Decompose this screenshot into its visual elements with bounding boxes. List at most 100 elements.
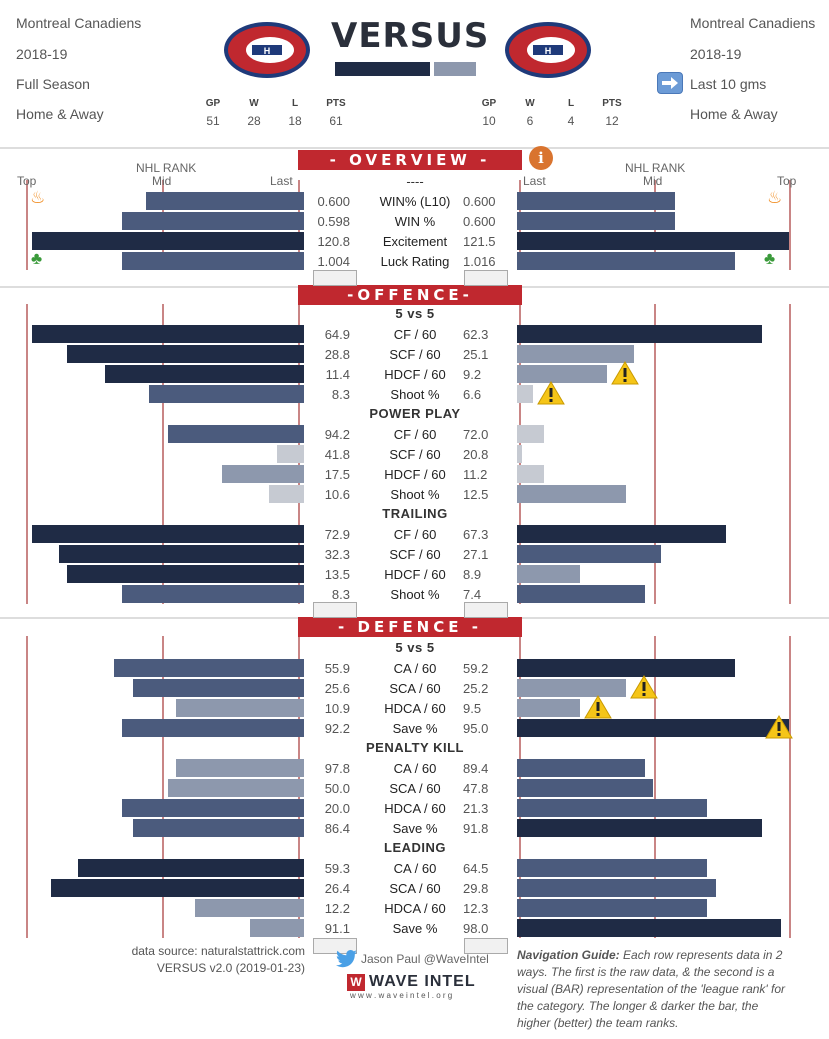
bar-left[interactable] bbox=[67, 565, 304, 583]
bar-right[interactable] bbox=[517, 465, 544, 483]
value-left: 13.5 bbox=[324, 567, 350, 582]
period-toggle-button[interactable] bbox=[657, 72, 683, 94]
collapse-tab-left[interactable] bbox=[313, 938, 357, 954]
value-right: 0.600 bbox=[463, 194, 496, 209]
value-left: 26.4 bbox=[324, 881, 350, 896]
bar-left[interactable] bbox=[176, 759, 304, 777]
bar-right[interactable] bbox=[517, 879, 716, 897]
bar-left[interactable] bbox=[59, 545, 304, 563]
bar-right[interactable] bbox=[517, 252, 735, 270]
version: VERSUS v2.0 (2019-01-23) bbox=[156, 961, 305, 975]
value-right: 9.2 bbox=[463, 367, 482, 382]
bar-left[interactable] bbox=[67, 345, 304, 363]
collapse-tab-right[interactable] bbox=[464, 938, 508, 954]
bar-left[interactable] bbox=[195, 899, 304, 917]
bar-left[interactable] bbox=[176, 699, 304, 717]
rank-line bbox=[654, 636, 656, 938]
bar-right[interactable] bbox=[517, 719, 789, 737]
bar-left[interactable] bbox=[269, 485, 304, 503]
subheader-off-5v5: 5 vs 5 bbox=[395, 306, 435, 321]
metric-label: HDCA / 60 bbox=[384, 801, 446, 816]
metric-label: CA / 60 bbox=[393, 761, 437, 776]
bar-right[interactable] bbox=[517, 819, 762, 837]
bar-right[interactable] bbox=[517, 759, 645, 777]
bar-right[interactable] bbox=[517, 565, 580, 583]
metric-label: Excitement bbox=[382, 234, 448, 249]
bar-left[interactable] bbox=[32, 325, 304, 343]
bar-right[interactable] bbox=[517, 799, 707, 817]
bar-left[interactable] bbox=[105, 365, 304, 383]
rank-last-left: Last bbox=[270, 174, 293, 188]
bar-right[interactable] bbox=[517, 345, 634, 363]
value-left: 50.0 bbox=[324, 781, 350, 796]
bar-left[interactable] bbox=[122, 719, 304, 737]
bar-right[interactable] bbox=[517, 545, 661, 563]
bar-right[interactable] bbox=[517, 485, 626, 503]
bar-left[interactable] bbox=[51, 879, 304, 897]
value-left: 92.2 bbox=[324, 721, 350, 736]
bar-right[interactable] bbox=[517, 899, 707, 917]
bar-right[interactable] bbox=[517, 859, 707, 877]
bar-left[interactable] bbox=[114, 659, 304, 677]
bar-left[interactable] bbox=[222, 465, 304, 483]
stat-header-l: L bbox=[291, 98, 299, 109]
bar-left[interactable] bbox=[32, 232, 304, 250]
twitter-icon bbox=[336, 950, 357, 968]
bar-right[interactable] bbox=[517, 445, 522, 463]
rank-line bbox=[162, 304, 164, 604]
collapse-tab-right[interactable] bbox=[464, 270, 508, 286]
bar-left[interactable] bbox=[78, 859, 304, 877]
bar-right[interactable] bbox=[517, 425, 544, 443]
bar-right[interactable] bbox=[517, 679, 626, 697]
stat-header-gp: GP bbox=[205, 98, 221, 109]
rank-line bbox=[789, 636, 791, 938]
bar-left[interactable] bbox=[168, 779, 304, 797]
bar-left[interactable] bbox=[122, 799, 304, 817]
rank-mid-right: Mid bbox=[643, 174, 663, 188]
value-left: 8.3 bbox=[331, 387, 350, 402]
nhl-rank-label-left: NHL RANK bbox=[136, 161, 197, 175]
bar-right[interactable] bbox=[517, 212, 675, 230]
value-right: 6.6 bbox=[463, 387, 482, 402]
bar-right[interactable] bbox=[517, 659, 735, 677]
right-venue: Home & Away bbox=[690, 106, 778, 122]
value-right: 21.3 bbox=[463, 801, 489, 816]
bar-right[interactable] bbox=[517, 525, 726, 543]
value-right: 7.4 bbox=[463, 587, 482, 602]
bar-right[interactable] bbox=[517, 919, 781, 937]
bar-right[interactable] bbox=[517, 385, 533, 403]
bar-left[interactable] bbox=[133, 819, 304, 837]
svg-text:H: H bbox=[264, 46, 271, 56]
bar-right[interactable] bbox=[517, 192, 675, 210]
left-season: 2018-19 bbox=[16, 46, 68, 62]
bar-right[interactable] bbox=[517, 699, 580, 717]
bar-right[interactable] bbox=[517, 365, 607, 383]
bar-left[interactable] bbox=[122, 252, 304, 270]
bar-left[interactable] bbox=[250, 919, 304, 937]
bar-right[interactable] bbox=[517, 232, 789, 250]
bar-right[interactable] bbox=[517, 585, 645, 603]
bar-left[interactable] bbox=[149, 385, 304, 403]
overview-banner: - OVERVIEW - bbox=[298, 150, 522, 170]
metric-label: SCF / 60 bbox=[389, 347, 441, 362]
rank-line bbox=[26, 636, 28, 938]
stat-value-w: 28 bbox=[247, 114, 261, 128]
value-right: 0.600 bbox=[463, 214, 496, 229]
bar-left[interactable] bbox=[277, 445, 304, 463]
collapse-tab-right[interactable] bbox=[464, 602, 508, 618]
bar-left[interactable] bbox=[122, 585, 304, 603]
bar-left[interactable] bbox=[146, 192, 304, 210]
bar-left[interactable] bbox=[168, 425, 304, 443]
collapse-tab-left[interactable] bbox=[313, 602, 357, 618]
bar-left[interactable] bbox=[122, 212, 304, 230]
metric-label: HDCF / 60 bbox=[384, 367, 446, 382]
collapse-tab-left[interactable] bbox=[313, 270, 357, 286]
rank-line-top-left bbox=[26, 180, 28, 270]
info-icon[interactable]: i bbox=[529, 146, 553, 170]
bar-right[interactable] bbox=[517, 779, 653, 797]
bar-right[interactable] bbox=[517, 325, 762, 343]
left-team-name: Montreal Canadiens bbox=[16, 15, 142, 31]
bar-left[interactable] bbox=[32, 525, 304, 543]
bar-left[interactable] bbox=[133, 679, 304, 697]
value-right: 27.1 bbox=[463, 547, 489, 562]
